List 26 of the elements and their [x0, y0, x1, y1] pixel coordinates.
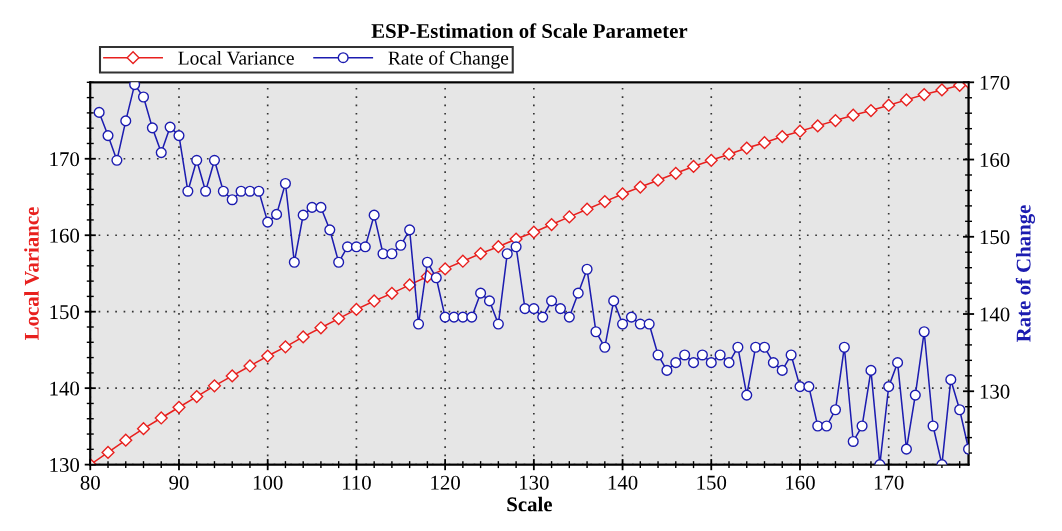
y2-tick-label: 160: [980, 152, 1010, 167]
chart-title: ESP-Estimation of Scale Parameter: [371, 23, 688, 39]
y-tick-label: 130: [50, 458, 80, 473]
y2-axis-title: Rate of Change: [1015, 205, 1036, 342]
y2-tick-label: 140: [980, 307, 1010, 322]
y2-tick-label: 170: [980, 75, 1010, 90]
y-axis-title: Local Variance: [24, 207, 39, 340]
x-tick-label: 120: [431, 475, 460, 490]
y2-tick-label: 150: [980, 230, 1010, 245]
y2-tick-label: 130: [980, 384, 1010, 399]
x-tick-label: 130: [520, 475, 549, 490]
x-tick-label: 160: [786, 475, 815, 490]
x-tick-label: 100: [253, 475, 283, 490]
x-tick-label: 170: [874, 475, 904, 490]
y-tick-label: 150: [50, 305, 80, 320]
y-tick-label: 160: [50, 228, 80, 243]
x-tick-label: 90: [169, 475, 189, 490]
x-axis-title: Scale: [507, 496, 553, 512]
x-tick-label: 140: [608, 475, 638, 490]
y-tick-label: 140: [50, 381, 80, 396]
legend-label: Local Variance: [178, 51, 294, 65]
legend-label: Rate of Change: [388, 50, 509, 69]
x-tick-label: 150: [697, 475, 727, 490]
x-tick-label: 110: [343, 475, 371, 490]
x-tick-label: 80: [80, 475, 100, 490]
y-tick-label: 170: [50, 152, 80, 167]
